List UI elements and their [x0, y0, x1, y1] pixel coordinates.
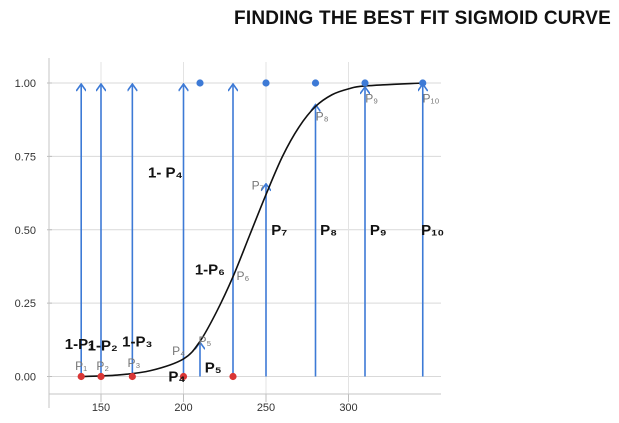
probability-arrows — [81, 84, 423, 377]
probability-label: P₅ — [205, 360, 222, 377]
probability-point-label: P₈ — [316, 109, 329, 123]
y-tick-label: 1.00 — [15, 78, 36, 90]
probability-point-label: P₄ — [172, 344, 185, 358]
chart-title: FINDING THE BEST FIT SIGMOID CURVE — [234, 8, 611, 29]
probability-label: P₈ — [320, 222, 337, 239]
class-0-point — [179, 372, 188, 381]
sigmoid-curve-layer — [81, 82, 423, 378]
class-1-point — [262, 79, 270, 87]
x-tick-label: 250 — [257, 402, 275, 414]
probability-label: 1-P₃ — [122, 333, 152, 350]
y-tick-label: 0.25 — [15, 298, 36, 310]
class-0-point — [229, 372, 237, 381]
y-tick-label: 0.50 — [15, 225, 36, 237]
probability-label: P₇ — [271, 222, 287, 239]
probability-label: P₄ — [168, 369, 185, 386]
probability-point-label: P₁ — [75, 359, 87, 373]
class-0-point — [77, 372, 85, 381]
probability-point-label: P₁₀ — [422, 92, 439, 106]
class-0-point — [97, 372, 105, 381]
probability-label: P₁₀ — [421, 222, 444, 239]
data-points — [77, 79, 427, 381]
probability-point-label: P₇ — [252, 178, 264, 192]
sigmoid-curve — [81, 82, 423, 378]
probability-label: 1-P₂ — [88, 338, 118, 355]
class-1-point — [196, 79, 204, 87]
probability-point-label: P₆ — [236, 269, 249, 283]
probability-point-label: P₉ — [365, 92, 378, 106]
probability-label: 1-P₆ — [195, 261, 225, 278]
y-tick-label: 0.75 — [15, 151, 36, 163]
x-tick-label: 200 — [174, 402, 192, 414]
axes: 0.00 0.25 0.50 0.75 1.00 150 200 250 300 — [15, 58, 441, 414]
probability-label: 1- P₄ — [148, 165, 183, 182]
probability-label: 1-P₁ — [65, 336, 95, 353]
probability-label: P₉ — [370, 222, 387, 239]
probability-point-label: P₂ — [96, 359, 109, 373]
class-1-point — [419, 79, 427, 87]
class-1-point — [361, 79, 369, 87]
class-1-point — [311, 79, 320, 87]
probability-point-label: P₅ — [199, 334, 212, 348]
y-tick-label: 0.00 — [15, 372, 36, 384]
x-tick-label: 300 — [339, 402, 357, 414]
x-tick-label: 150 — [92, 402, 110, 414]
class-0-point — [128, 372, 136, 381]
annotation-labels: 1-P₁1-P₂ 1-P₃ 1- P₄ 1-P₆ P₁ P₂ P₃ P₄ P₅ P₆ P₇ P₈ P₉ P… — [65, 92, 444, 386]
probability-point-label: P₃ — [128, 356, 141, 370]
